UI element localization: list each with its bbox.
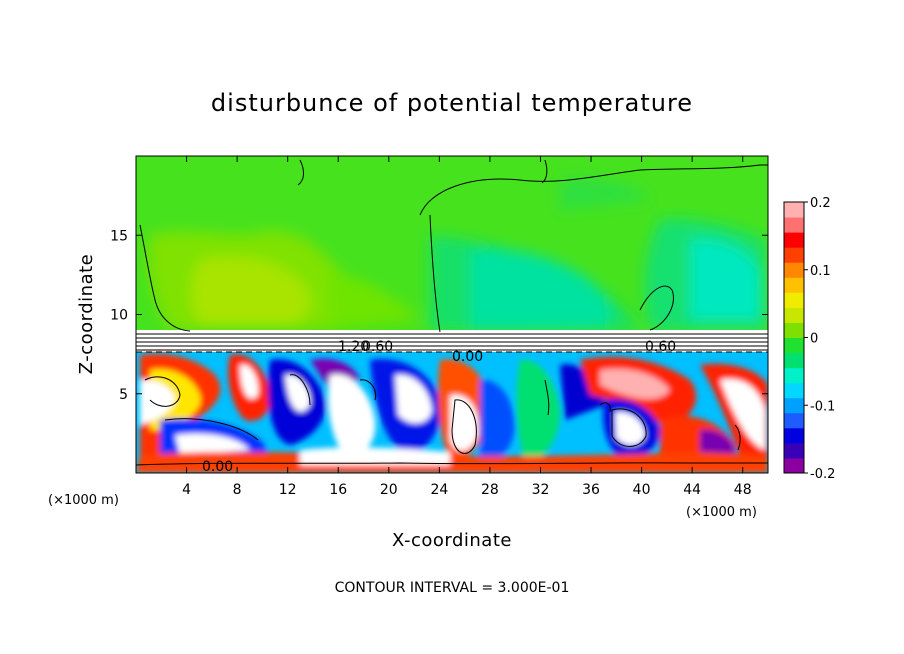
x-tick-label: 36: [582, 482, 600, 498]
x-tick-label: 44: [683, 482, 701, 498]
x-tick-label: 32: [532, 482, 550, 498]
contour-label: 0.60: [362, 339, 393, 355]
colorbar-swatch: [784, 217, 804, 233]
colorbar-swatch: [784, 337, 804, 354]
colorbar-tick-label: 0.1: [810, 264, 831, 279]
colorbar-swatch: [784, 427, 804, 444]
x-tick-label: 8: [233, 482, 242, 498]
x-tick-label: 4: [182, 482, 191, 498]
colorbar-swatch: [784, 457, 804, 474]
x-axis: 4 8 12 16 20 24 28 32 36 40 44 48: [182, 156, 752, 498]
colorbar-swatch: [784, 397, 804, 414]
boundary-layer-blobs: [136, 353, 768, 473]
contour-interval-note: CONTOUR INTERVAL = 3.000E-01: [335, 580, 570, 596]
y-axis: 5 10 15: [110, 228, 768, 403]
contour-label: 0.60: [645, 339, 676, 355]
upper-layer-patches: [148, 178, 768, 332]
y-axis-label: Z-coordinate: [76, 254, 97, 375]
colorbar-tick-label: 0: [810, 332, 818, 347]
colorbar-tick-label: 0.2: [810, 196, 831, 211]
x-tick-label: 16: [329, 482, 347, 498]
colorbar-swatch: [784, 352, 804, 369]
y-tick-label: 10: [110, 308, 128, 324]
colorbar-swatch: [784, 382, 804, 399]
colorbar-swatch: [784, 412, 804, 429]
x-axis-label: X-coordinate: [392, 530, 512, 551]
colorbar-swatch: [784, 322, 804, 338]
colorbar-swatch: [784, 232, 804, 248]
colorbar-swatch: [784, 277, 804, 293]
x-tick-label: 48: [734, 482, 752, 498]
x-tick-label: 24: [430, 482, 448, 498]
colorbar-swatch: [784, 367, 804, 384]
x-unit-left: (×1000 m): [48, 493, 119, 508]
x-tick-label: 12: [279, 482, 297, 498]
colorbar-swatch: [784, 247, 804, 263]
colorbar-swatch: [784, 442, 804, 459]
chart-title: disturbunce of potential temperature: [211, 89, 693, 117]
contour-label: 1.20: [338, 339, 369, 355]
y-tick-label: 5: [119, 387, 128, 403]
contour-lines: [136, 159, 768, 466]
x-tick-label: 40: [633, 482, 651, 498]
colorbar-swatch: [784, 307, 804, 323]
colorbar-tick-label: -0.1: [810, 399, 835, 414]
x-tick-label: 20: [380, 482, 398, 498]
colorbar-swatch: [784, 262, 804, 278]
plot-area: 1.20 0.60 0.60 0.00 0.00: [136, 156, 768, 475]
colorbar: 0.2 0.1 0 -0.1 -0.2: [784, 196, 835, 482]
colorbar-swatch: [784, 292, 804, 308]
colorbar-tick-label: -0.2: [810, 467, 835, 482]
contour-label: 0.00: [452, 349, 483, 365]
x-unit-right: (×1000 m): [686, 505, 757, 520]
y-tick-label: 15: [110, 228, 128, 244]
contour-label: 0.00: [202, 459, 233, 475]
colorbar-swatch: [784, 202, 804, 218]
colorbar-frame: [783, 201, 805, 474]
x-tick-label: 28: [481, 482, 499, 498]
